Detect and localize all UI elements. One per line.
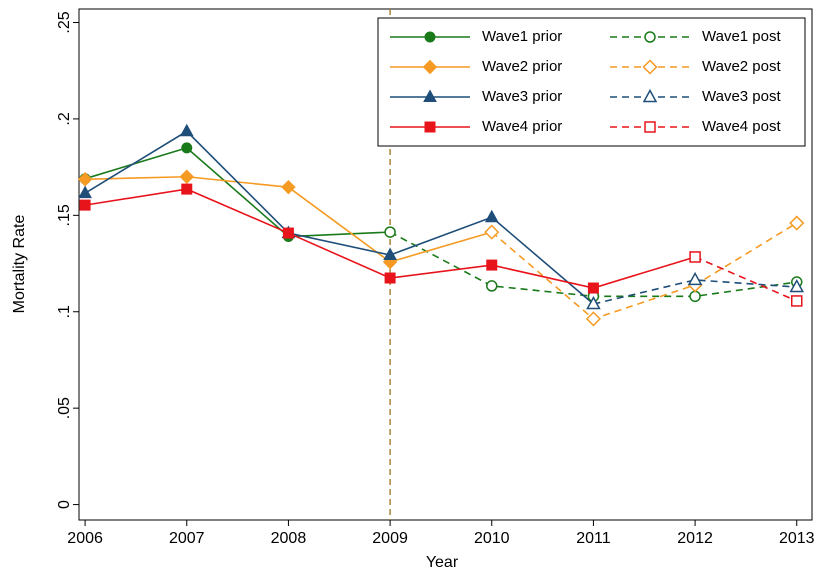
x-tick-label: 2006 xyxy=(67,530,103,547)
legend-label: Wave2 post xyxy=(702,58,781,75)
x-tick-label: 2012 xyxy=(677,530,713,547)
legend-label: Wave3 post xyxy=(702,88,781,105)
marker xyxy=(689,290,701,303)
legend-label: Wave1 prior xyxy=(482,28,562,45)
marker xyxy=(179,169,194,184)
legend-label: Wave2 prior xyxy=(482,58,562,75)
marker xyxy=(585,311,601,327)
legend-label: Wave4 post xyxy=(702,118,781,135)
marker xyxy=(79,199,91,211)
plot-frame xyxy=(78,8,813,521)
x-tick-label: 2010 xyxy=(474,530,510,547)
legend-box xyxy=(377,17,806,147)
x-axis-label: Year xyxy=(426,554,459,571)
marker xyxy=(424,121,436,133)
y-axis-label: Mortality Rate xyxy=(11,215,28,314)
marker xyxy=(789,278,805,293)
marker xyxy=(642,88,658,103)
marker xyxy=(78,185,92,199)
marker xyxy=(282,227,294,239)
series-line xyxy=(593,279,797,305)
series-line xyxy=(491,222,798,320)
y-tick-label: .2 xyxy=(56,112,73,125)
marker xyxy=(486,259,498,271)
marker xyxy=(586,295,601,310)
marker xyxy=(791,295,803,307)
legend-label: Wave1 post xyxy=(702,28,781,45)
y-tick-label: .05 xyxy=(56,397,73,419)
marker xyxy=(789,215,805,231)
marker xyxy=(384,272,396,284)
marker xyxy=(644,121,656,133)
marker xyxy=(642,59,658,75)
y-tick-label: .25 xyxy=(56,11,73,33)
marker xyxy=(687,271,703,286)
x-tick-label: 2013 xyxy=(779,530,815,547)
marker xyxy=(484,209,499,223)
y-tick-label: .15 xyxy=(56,204,73,226)
marker xyxy=(644,31,656,43)
legend-label: Wave4 prior xyxy=(482,118,562,135)
x-tick-label: 2007 xyxy=(169,530,205,547)
marker xyxy=(384,226,396,238)
marker xyxy=(77,172,93,187)
legend: Wave1 prior Wave1 post Wave2 prior Wave2 po… xyxy=(377,17,806,147)
marker xyxy=(484,224,500,240)
x-tick-label: 2009 xyxy=(372,530,408,547)
marker xyxy=(383,247,397,261)
marker xyxy=(281,179,296,195)
marker xyxy=(689,251,701,263)
marker xyxy=(181,183,193,195)
legend-label: Wave3 prior xyxy=(482,88,562,105)
marker xyxy=(486,280,498,292)
marker xyxy=(179,123,194,137)
y-tick-label: 0 xyxy=(56,500,73,509)
marker xyxy=(423,89,437,102)
y-tick-label: .1 xyxy=(56,305,73,318)
marker xyxy=(181,142,193,154)
marker xyxy=(424,31,436,43)
series-line xyxy=(694,256,798,302)
x-tick-label: 2008 xyxy=(271,530,307,547)
marker xyxy=(422,59,438,75)
series-line xyxy=(84,130,594,305)
marker xyxy=(587,282,599,294)
x-tick-label: 2011 xyxy=(576,530,611,547)
series-line xyxy=(84,146,391,238)
